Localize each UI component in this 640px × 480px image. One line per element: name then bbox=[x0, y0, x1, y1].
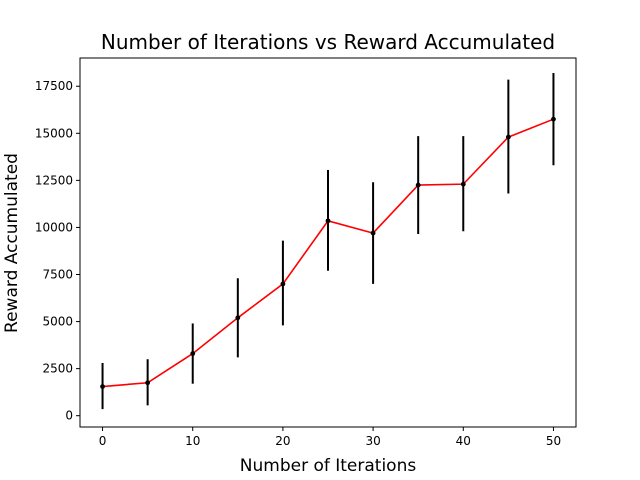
data-markers bbox=[100, 116, 556, 389]
y-axis: 0 2500 5000 7500 10000 12500 15000 17500 bbox=[35, 79, 80, 423]
data-point bbox=[145, 380, 151, 386]
y-tick-label: 7500 bbox=[42, 268, 73, 282]
x-tick-label: 0 bbox=[99, 434, 107, 448]
data-point bbox=[280, 281, 286, 287]
y-tick-label: 17500 bbox=[35, 79, 73, 93]
data-point bbox=[190, 351, 196, 356]
y-tick-label: 15000 bbox=[35, 126, 73, 140]
y-tick-label: 10000 bbox=[35, 220, 73, 234]
x-tick-label: 10 bbox=[185, 434, 200, 448]
data-point bbox=[325, 218, 331, 224]
x-tick-label: 20 bbox=[275, 434, 290, 448]
data-point bbox=[460, 181, 466, 187]
y-tick-label: 0 bbox=[65, 409, 73, 423]
x-axis-label: Number of Iterations bbox=[240, 456, 417, 476]
y-axis-label: Reward Accumulated bbox=[2, 153, 22, 333]
y-tick-label: 5000 bbox=[42, 315, 73, 329]
data-point bbox=[370, 230, 376, 236]
chart-title: Number of Iterations vs Reward Accumulat… bbox=[101, 30, 555, 54]
x-tick-label: 50 bbox=[546, 434, 561, 448]
y-tick-label: 12500 bbox=[35, 173, 73, 187]
x-tick-label: 30 bbox=[365, 434, 380, 448]
data-point bbox=[100, 384, 105, 389]
data-point bbox=[551, 116, 556, 122]
x-axis: 0 10 20 30 40 50 bbox=[99, 427, 561, 448]
data-point bbox=[415, 182, 421, 188]
y-tick-label: 2500 bbox=[42, 362, 73, 376]
x-tick-label: 40 bbox=[456, 434, 471, 448]
data-point bbox=[235, 315, 241, 321]
data-point bbox=[505, 134, 511, 140]
